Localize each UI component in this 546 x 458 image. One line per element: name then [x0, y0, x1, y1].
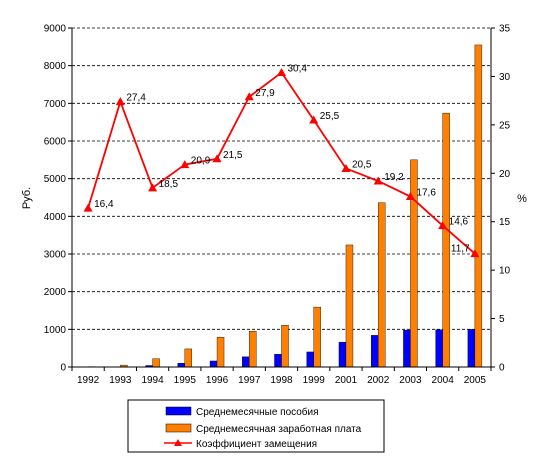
- x-tick-label: 2003: [399, 375, 422, 386]
- legend-swatch-salary: [165, 423, 192, 433]
- bar-benefit: [467, 329, 476, 368]
- line-marker: [341, 163, 351, 172]
- left-axis-ticks: 0 1000 2000 3000 4000 5000 6000 7000 8000 9000: [44, 24, 72, 374]
- right-tick-label: 5: [499, 314, 505, 325]
- line-data-label: 17,6: [416, 188, 436, 199]
- x-tick-label: 1997: [238, 375, 261, 386]
- x-tick-label: 1995: [174, 375, 197, 386]
- left-tick-label: 7000: [44, 99, 67, 110]
- bar-salary: [442, 112, 450, 368]
- x-tick-label: 1992: [77, 375, 100, 386]
- x-tick-label: 1994: [141, 375, 164, 386]
- bar-salary: [152, 358, 160, 368]
- right-tick-label: 10: [499, 266, 511, 277]
- bar-benefit: [370, 335, 379, 368]
- right-tick-label: 15: [499, 217, 511, 228]
- left-tick-label: 9000: [44, 24, 67, 35]
- left-tick-label: 0: [60, 363, 66, 374]
- line-data-label: 25,5: [320, 111, 340, 122]
- line-data-label: 20,9: [191, 156, 211, 167]
- x-tick-label: 2002: [367, 375, 390, 386]
- x-tick-label: 2004: [432, 375, 455, 386]
- bar-benefit: [177, 363, 186, 368]
- bar-salary: [281, 324, 289, 368]
- line-marker: [373, 176, 383, 185]
- line-series: [83, 68, 480, 258]
- line-data-label: 11,7: [451, 244, 470, 255]
- x-tick-label: 1998: [270, 375, 293, 386]
- line-marker: [115, 97, 125, 106]
- left-tick-label: 4000: [44, 212, 67, 223]
- bar-benefit: [274, 353, 282, 368]
- line-marker: [244, 92, 254, 101]
- x-tick-label: 2005: [464, 375, 487, 386]
- bar-benefit: [403, 329, 411, 368]
- x-axis-ticks: 1992 1993 1994 1995 1996 1997 1998 1999 2001 2002…: [71, 367, 492, 386]
- line-data-label: 16,4: [94, 199, 114, 210]
- bar-salary: [377, 202, 386, 368]
- bars: [80, 44, 483, 368]
- line-data-label: 30,4: [288, 64, 308, 75]
- line-marker: [405, 192, 415, 201]
- line-marker: [180, 160, 190, 169]
- line-data-label: 14,6: [449, 217, 469, 228]
- line-marker: [438, 221, 448, 230]
- bar-benefit: [209, 360, 218, 368]
- line-data-label: 20,5: [352, 159, 372, 170]
- bar-benefit: [242, 356, 250, 368]
- left-tick-label: 8000: [44, 61, 67, 72]
- bar-salary: [184, 348, 193, 368]
- right-axis-title: %: [517, 193, 527, 205]
- line-data-label: 21,5: [223, 150, 243, 161]
- legend-label-ratio: Коэффициент замещения: [196, 438, 317, 450]
- x-tick-label: 1999: [303, 375, 326, 386]
- line-marker: [212, 154, 222, 163]
- bar-salary: [474, 44, 483, 368]
- legend-label-salary: Среднемесячная заработная плата: [196, 423, 362, 435]
- x-tick-label: 2001: [335, 375, 358, 386]
- line-marker: [277, 68, 286, 77]
- left-tick-label: 2000: [44, 287, 67, 298]
- left-axis-title: Руб.: [21, 187, 33, 209]
- left-tick-label: 3000: [44, 250, 67, 261]
- data-labels: 16,4 27,4 18,5 20,9 21,5 27,9 30,4 25,5 20,5 19,2…: [94, 64, 470, 255]
- x-tick-label: 1996: [206, 375, 229, 386]
- line-marker: [470, 249, 480, 258]
- bar-benefit: [338, 341, 347, 368]
- legend: Среднемесячные пособия Среднемесячная за…: [127, 399, 385, 453]
- line-data-label: 19,2: [384, 172, 404, 183]
- line-marker: [309, 115, 319, 124]
- bar-salary: [313, 306, 321, 368]
- legend-marker-ratio: [174, 439, 182, 446]
- line-marker: [148, 183, 158, 192]
- right-tick-label: 25: [499, 120, 511, 131]
- bar-benefit: [306, 351, 314, 368]
- bar-salary: [345, 244, 354, 368]
- line-marker: [83, 203, 93, 212]
- line-data-label: 27,4: [126, 93, 146, 104]
- line-data-label: 18,5: [159, 179, 179, 190]
- left-tick-label: 1000: [44, 325, 67, 336]
- line-data-label: 27,9: [255, 88, 275, 99]
- bar-salary: [249, 331, 257, 368]
- right-tick-label: 20: [499, 169, 511, 180]
- bar-benefit: [435, 329, 443, 368]
- right-tick-label: 35: [499, 24, 511, 35]
- legend-swatch-benefit: [165, 406, 192, 416]
- right-tick-label: 0: [499, 363, 505, 374]
- right-tick-label: 30: [499, 72, 511, 83]
- bar-salary: [216, 337, 225, 368]
- right-axis-ticks: 0 5 10 15 20 25 30 35: [491, 24, 511, 374]
- left-tick-label: 5000: [44, 174, 67, 185]
- left-tick-label: 6000: [44, 137, 67, 148]
- legend-label-benefit: Среднемесячные пособия: [196, 406, 319, 418]
- x-tick-label: 1993: [109, 375, 132, 386]
- axes: [71, 28, 492, 368]
